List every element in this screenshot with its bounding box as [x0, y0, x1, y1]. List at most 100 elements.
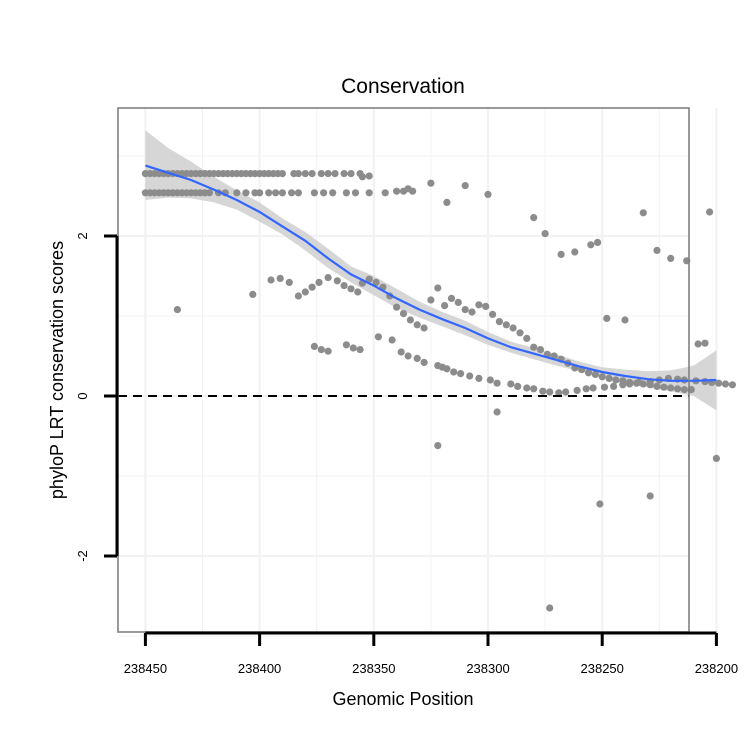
data-point	[320, 189, 328, 197]
data-point	[721, 380, 730, 388]
data-point	[349, 344, 357, 352]
data-point	[443, 365, 451, 373]
data-point	[573, 386, 581, 394]
data-point	[365, 189, 373, 197]
data-point	[619, 381, 627, 389]
data-point	[301, 288, 309, 296]
x-tick-label: 238300	[466, 661, 509, 676]
data-point	[347, 170, 355, 178]
data-point	[706, 208, 714, 216]
data-point	[272, 189, 280, 197]
data-point	[457, 370, 465, 378]
smooth-line-group	[145, 164, 717, 382]
data-point	[468, 308, 476, 316]
data-point	[404, 185, 412, 193]
data-point	[324, 347, 332, 355]
data-point	[694, 340, 702, 348]
data-point	[427, 296, 435, 304]
data-point	[653, 246, 661, 254]
x-tick-label: 238400	[238, 661, 281, 676]
data-point	[667, 384, 675, 392]
data-point	[674, 385, 682, 393]
data-point	[610, 382, 618, 390]
data-point	[621, 316, 629, 324]
data-point	[489, 310, 497, 318]
data-point	[530, 214, 538, 222]
x-tick-label: 238250	[581, 661, 624, 676]
y-tick-label: -2	[75, 550, 90, 562]
data-point	[434, 284, 442, 292]
data-point	[680, 386, 689, 394]
data-point	[495, 318, 503, 326]
data-point	[530, 343, 538, 351]
data-point	[265, 189, 273, 197]
chart-title: Conservation	[341, 75, 465, 98]
data-point	[393, 303, 401, 311]
data-point	[584, 369, 593, 377]
data-point	[582, 385, 590, 393]
data-point	[365, 172, 373, 180]
data-point	[523, 334, 531, 342]
data-point	[285, 278, 293, 286]
x-tick-label: 238450	[124, 661, 167, 676]
data-point	[541, 230, 549, 238]
data-point	[397, 348, 405, 356]
data-point	[308, 283, 316, 291]
data-point	[484, 190, 492, 198]
data-point	[310, 342, 318, 350]
data-point	[600, 383, 609, 391]
data-point	[450, 368, 458, 376]
data-point	[406, 316, 414, 324]
data-point	[315, 278, 323, 286]
data-point	[591, 370, 600, 378]
data-point	[653, 382, 661, 390]
data-point	[413, 321, 421, 329]
data-point	[598, 373, 606, 381]
y-axis: -2 0 2	[75, 232, 119, 562]
data-point	[712, 454, 721, 462]
data-point	[340, 282, 348, 290]
data-point	[530, 385, 538, 393]
data-point	[393, 187, 401, 195]
data-point	[589, 384, 597, 392]
data-point	[475, 374, 483, 382]
data-point	[233, 189, 241, 197]
data-point	[388, 336, 396, 344]
smooth-line	[145, 164, 717, 382]
data-point	[507, 380, 515, 388]
data-point	[461, 306, 469, 314]
data-point	[596, 500, 604, 508]
data-point	[523, 384, 531, 392]
data-point	[475, 301, 483, 309]
data-point	[294, 292, 302, 300]
data-point	[420, 358, 428, 366]
data-point	[482, 302, 490, 310]
data-point	[356, 346, 364, 354]
data-point	[324, 274, 332, 282]
data-point	[493, 408, 501, 416]
data-point	[333, 277, 341, 285]
data-point	[365, 275, 373, 283]
data-point	[358, 173, 366, 181]
data-point	[639, 209, 647, 217]
data-point	[612, 376, 620, 384]
data-point	[278, 189, 286, 197]
y-tick-label: 0	[75, 392, 90, 399]
data-point	[466, 372, 474, 380]
data-point	[635, 378, 643, 386]
data-point	[728, 381, 737, 389]
data-point	[242, 189, 250, 197]
data-point	[715, 379, 723, 387]
y-tick-label: 2	[75, 232, 90, 239]
data-point	[667, 254, 675, 262]
data-point	[555, 389, 563, 397]
x-tick-label: 238350	[352, 661, 395, 676]
data-point	[420, 324, 428, 332]
data-point	[562, 388, 570, 396]
y-axis-label: phyloP LRT conservation scores	[47, 241, 67, 499]
data-point	[205, 189, 213, 197]
data-point	[536, 346, 545, 354]
data-point	[557, 250, 565, 258]
data-point	[294, 189, 302, 197]
